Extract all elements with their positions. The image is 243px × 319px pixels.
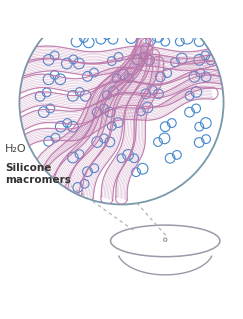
Text: H₂O: H₂O xyxy=(5,144,26,153)
Text: Silicone
macromers: Silicone macromers xyxy=(5,163,71,185)
